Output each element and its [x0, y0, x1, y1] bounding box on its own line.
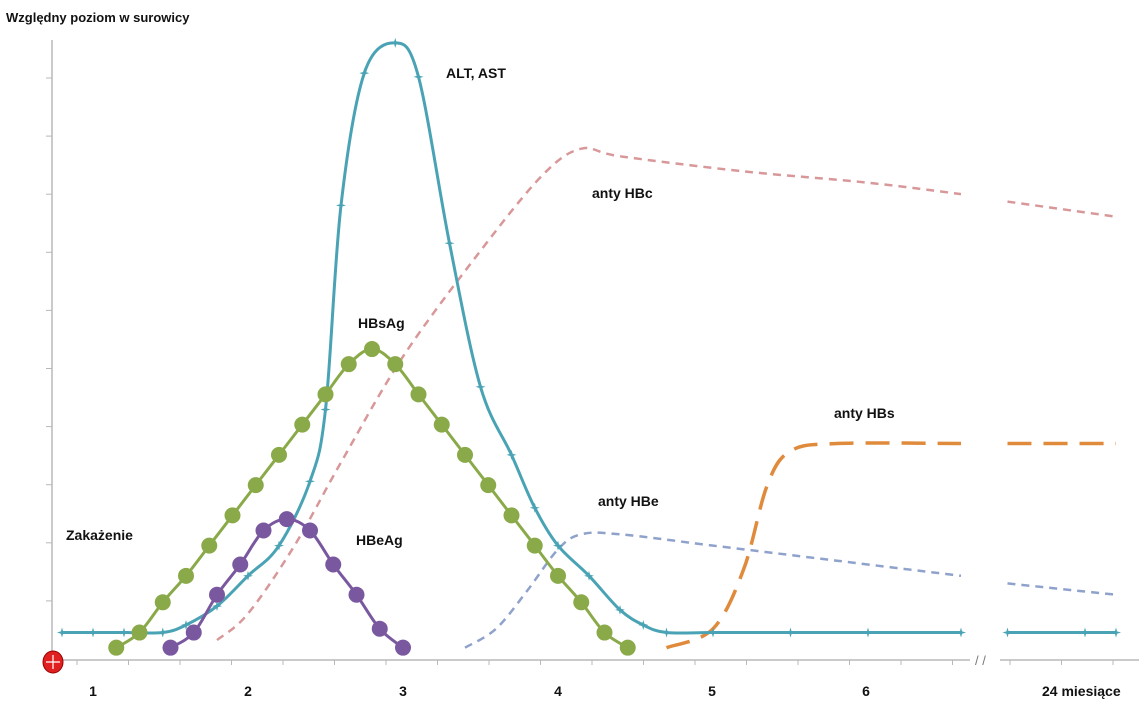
series-line — [115, 347, 629, 649]
data-point — [232, 556, 249, 573]
data-point — [320, 404, 331, 415]
series-layer — [57, 37, 1121, 656]
data-point — [325, 556, 342, 573]
x-tick-label: 5 — [708, 683, 716, 699]
data-point — [359, 68, 370, 79]
data-point — [255, 522, 272, 539]
data-point — [88, 627, 98, 638]
axis-break-mark: / / — [975, 653, 986, 668]
x-tick-label: 6 — [862, 683, 870, 699]
data-point — [131, 624, 148, 641]
data-point — [302, 522, 318, 539]
data-point — [661, 627, 672, 638]
data-point — [317, 386, 334, 403]
data-point — [294, 416, 311, 433]
series-label-alt-ast: ALT, AST — [446, 65, 506, 81]
data-point — [157, 627, 168, 638]
x-tick-label: 3 — [399, 683, 407, 699]
data-point — [209, 586, 225, 603]
data-point — [956, 627, 966, 638]
data-point — [1080, 627, 1090, 638]
data-point — [108, 639, 125, 656]
data-point — [340, 356, 357, 373]
series-line — [665, 441, 962, 650]
data-point — [553, 540, 563, 551]
data-point — [390, 37, 401, 48]
data-point — [619, 639, 636, 656]
series-label-hbsag: HBsAg — [358, 315, 405, 331]
data-point — [224, 507, 241, 524]
data-point — [596, 624, 613, 641]
series-label-anty-hbc: anty HBc — [592, 185, 653, 201]
series-line — [464, 531, 962, 649]
data-point — [526, 537, 543, 554]
data-point — [1002, 627, 1013, 638]
data-point — [573, 594, 590, 611]
data-point — [433, 416, 450, 433]
data-point — [444, 238, 455, 249]
data-point — [243, 570, 253, 581]
data-point — [457, 446, 473, 463]
data-point — [201, 537, 218, 554]
series-line — [1007, 582, 1117, 596]
data-point — [1111, 627, 1121, 638]
data-point — [413, 71, 424, 82]
series-anty-hbc — [216, 146, 1117, 642]
series-anty-hbe — [464, 531, 1117, 649]
data-point — [638, 620, 649, 630]
series-anty-hbs — [665, 441, 1116, 650]
x-ticks: 1 2 3 4 5 6 24 miesiące — [76, 660, 1121, 699]
data-point — [181, 620, 191, 630]
series-hbsag — [108, 341, 636, 656]
data-point — [154, 594, 171, 611]
data-point — [119, 627, 129, 638]
data-point — [162, 639, 179, 656]
data-point — [615, 604, 625, 615]
series-label-anty-hbs: anty HBs — [834, 405, 895, 421]
series-hbeag — [162, 511, 411, 656]
data-point — [584, 570, 594, 581]
data-point — [506, 449, 517, 460]
data-point — [185, 624, 202, 641]
data-point — [274, 540, 284, 551]
data-point — [247, 477, 264, 494]
data-point — [212, 601, 222, 612]
series-line — [62, 41, 961, 635]
data-point — [336, 200, 346, 211]
data-point — [550, 567, 566, 584]
infection-marker-cross — [46, 655, 60, 669]
data-point — [480, 477, 497, 494]
data-point — [57, 627, 67, 638]
y-ticks — [46, 77, 52, 602]
series-label-hbeag: HBeAg — [356, 532, 403, 548]
data-point — [863, 627, 873, 638]
x-tick-label: 1 — [89, 683, 97, 699]
series-line — [1007, 200, 1117, 218]
data-point — [364, 341, 380, 358]
series-label-anty-hbe: anty HBe — [598, 493, 659, 509]
series-alt-ast — [57, 37, 1121, 638]
data-point — [785, 627, 796, 638]
data-point — [271, 446, 287, 463]
data-point — [529, 502, 540, 513]
data-point — [278, 511, 295, 528]
data-point — [503, 507, 520, 524]
data-point — [475, 381, 486, 392]
data-point — [305, 476, 315, 487]
data-point — [387, 356, 404, 373]
y-axis-label: Względny poziom w surowicy — [6, 10, 190, 25]
data-point — [178, 567, 194, 584]
infection-label: Zakażenie — [66, 527, 133, 543]
data-point — [708, 627, 718, 638]
x-tick-label: 4 — [554, 683, 562, 699]
data-point — [348, 586, 365, 603]
data-point — [410, 386, 427, 403]
data-point — [395, 639, 411, 656]
data-point — [371, 620, 388, 637]
x-tick-label: 24 miesiące — [1042, 683, 1121, 699]
x-tick-label: 2 — [244, 683, 252, 699]
